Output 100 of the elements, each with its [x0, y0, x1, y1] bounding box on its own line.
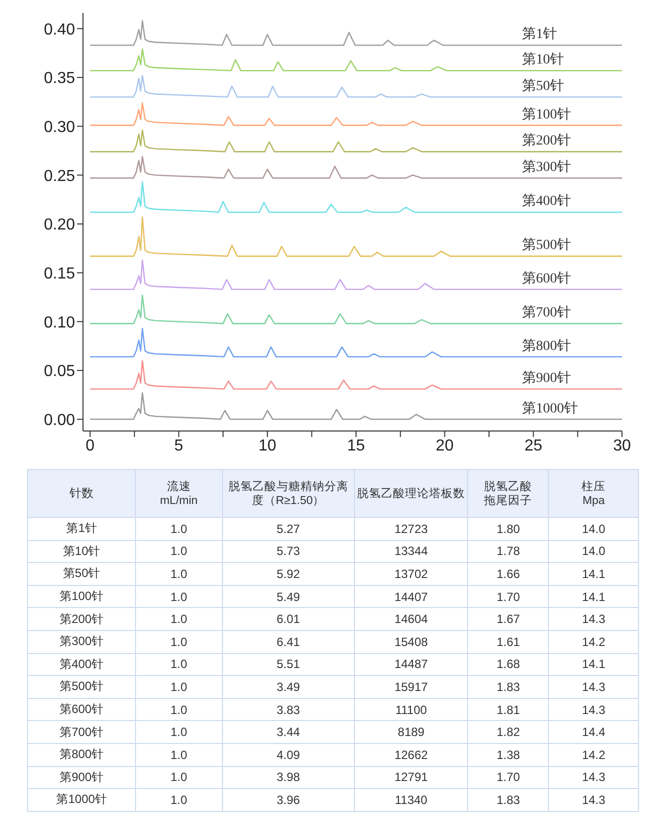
text: 1.0: [170, 748, 188, 762]
text: 3.44: [276, 725, 300, 740]
x-tick-label: 10: [258, 437, 276, 454]
text: 1.0: [170, 792, 188, 807]
y-tick-label: 0.40: [44, 21, 76, 38]
text: 1.78: [496, 544, 520, 558]
line-series: [89, 130, 622, 152]
category-label: 脱氢乙酸拖尾因子: [483, 480, 534, 508]
line-series: [89, 20, 622, 46]
text: 14.3: [582, 770, 606, 784]
line-series: [89, 216, 622, 257]
y-tick-label: 0.00: [44, 412, 76, 429]
series-label: 第50针: [522, 78, 564, 94]
text: 13344: [394, 544, 428, 558]
text: 1.0: [170, 657, 188, 672]
text: 12791: [394, 770, 428, 784]
category-label: 第700针: [60, 724, 104, 739]
text: 14.3: [582, 792, 606, 807]
text: 针数: [28, 470, 136, 518]
text: 1.61: [496, 634, 520, 649]
category-label: 第600针: [60, 702, 104, 716]
text: 14.1: [582, 590, 606, 604]
text: 5.92: [276, 566, 300, 581]
series-label: 第400针: [522, 193, 571, 210]
text: 1.0: [170, 566, 188, 581]
text: 6.01: [276, 612, 300, 626]
text: 1.68: [496, 657, 520, 672]
series-label: 第1针: [522, 26, 557, 42]
category-label: 第1000针: [56, 792, 107, 806]
series-label: 第900针: [522, 370, 571, 386]
series-label: 第700针: [522, 304, 571, 321]
text: 14487: [394, 657, 428, 672]
text: 14.1: [582, 657, 606, 672]
x-tick-label: 25: [524, 437, 542, 454]
text: 1.70: [496, 770, 520, 784]
text: 14.2: [582, 634, 606, 649]
text: 12723: [394, 522, 428, 536]
text: 8189: [398, 725, 424, 740]
line-series: [89, 156, 622, 179]
category-label: 第400针: [60, 656, 104, 671]
text: 3.96: [276, 792, 300, 807]
x-tick-label: 15: [347, 437, 366, 454]
category-label: 第10针: [62, 544, 100, 558]
text: 1.81: [496, 702, 520, 717]
category-label: 第900针: [60, 770, 104, 784]
text: 1.0: [170, 680, 188, 694]
category-label: 脱氢乙酸理论塔板数: [356, 486, 466, 500]
y-tick-label: 0.25: [44, 168, 76, 185]
series-label: 第200针: [522, 132, 571, 149]
text: 1.0: [170, 522, 188, 536]
series-label: 第600针: [522, 270, 571, 286]
category-label: 第800针: [60, 747, 104, 762]
text: 14604: [394, 612, 428, 626]
series-label: 第800针: [522, 338, 571, 354]
text: 1.0: [170, 634, 188, 649]
text: 1.83: [496, 680, 520, 694]
text: 5.51: [276, 657, 300, 672]
text: 3.49: [276, 680, 300, 694]
y-tick-label: 0.35: [44, 70, 76, 88]
text: 1.80: [496, 522, 520, 536]
text: 1.0: [170, 770, 188, 784]
line-series: [89, 74, 622, 98]
text: 14.0: [582, 544, 606, 558]
text: 5.73: [276, 544, 300, 558]
text: 14.3: [582, 702, 606, 717]
text: 14407: [394, 590, 428, 604]
text: 3.98: [276, 770, 300, 784]
text: 14.3: [582, 612, 606, 626]
text: 1.70: [496, 590, 520, 604]
text: 4.09: [276, 748, 300, 762]
y-tick-label: 0.30: [44, 118, 76, 136]
text: 11340: [394, 792, 428, 807]
category-label: 第200针: [60, 612, 104, 626]
text: 3.83: [276, 702, 300, 717]
text: 1.0: [170, 544, 188, 558]
text: 14.3: [582, 680, 606, 694]
text: 15917: [394, 680, 428, 694]
x-tick-label: 20: [436, 437, 454, 454]
text: 1.0: [170, 612, 188, 626]
line-series: [89, 294, 622, 324]
category-label: 流速 mL/min: [158, 480, 199, 508]
x-tick-label: 5: [174, 437, 184, 454]
y-tick-label: 0.15: [44, 265, 76, 282]
series-label: 第300针: [522, 159, 571, 176]
text: 14.2: [582, 748, 606, 762]
category-label: 第300针: [60, 634, 104, 648]
line-series: [89, 181, 622, 213]
y-tick-label: 0.20: [44, 216, 76, 234]
text: 15408: [394, 634, 428, 649]
text: 1.83: [496, 792, 520, 807]
text: 1.38: [496, 748, 520, 762]
line-series: [89, 259, 622, 290]
series-label: 第500针: [522, 237, 571, 254]
text: 14.0: [582, 522, 606, 536]
category-label: 第50针: [62, 566, 100, 580]
text: 1.0: [170, 725, 188, 740]
series-label: 第10针: [522, 52, 564, 68]
line-series: [89, 360, 622, 390]
text: 14.4: [582, 725, 606, 740]
line-series: [89, 392, 622, 420]
